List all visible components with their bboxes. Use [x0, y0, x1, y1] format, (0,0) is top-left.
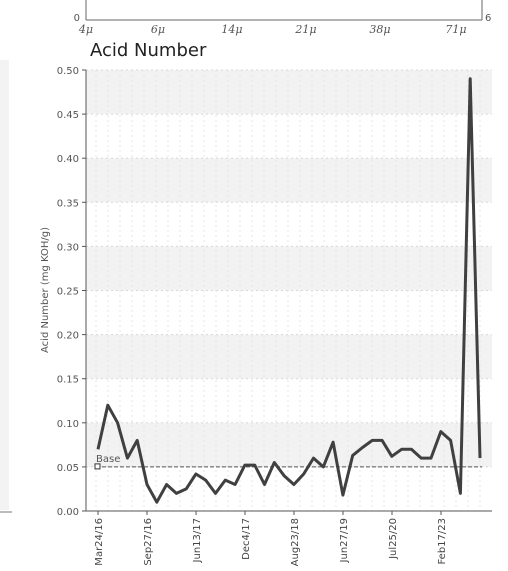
y-tick-label: 0.40: [57, 154, 79, 165]
chart-title: Acid Number: [90, 40, 207, 61]
y-tick-label: 0.30: [57, 242, 79, 253]
x-tick-label: Feb17/23: [437, 518, 448, 565]
background-bands: [86, 70, 492, 467]
y-tick-label: 0.25: [57, 287, 79, 298]
x-tick-label: Sep27/16: [143, 518, 154, 566]
y-tick-label: 0.05: [57, 463, 79, 474]
grid-lines: [86, 69, 492, 512]
x-tick-label: Aug23/18: [290, 518, 301, 566]
y-tick-label: 0.00: [57, 507, 79, 518]
background-band: [86, 158, 492, 203]
top-strip: 0 6 4μ 6μ 14μ 21μ 38μ 71μ: [74, 0, 491, 36]
y-tick-label: 0.15: [57, 375, 79, 386]
top-strip-tick: 38μ: [369, 23, 390, 36]
x-axis-ticks: Mar24/16 Sep27/16 Jun13/17 Dec4/17 Aug23/18 J…: [94, 511, 448, 566]
top-strip-tick: 21μ: [294, 23, 316, 36]
top-strip-right-value: 6: [485, 13, 491, 24]
background-band: [86, 70, 492, 115]
baseline-marker: [94, 463, 101, 470]
baseline-label: Base: [96, 454, 120, 465]
x-tick-label: Dec4/17: [241, 518, 252, 560]
baseline: Base: [94, 454, 482, 470]
y-tick-label: 0.35: [57, 198, 79, 209]
top-strip-tick: 71μ: [445, 23, 466, 36]
x-tick-label: Jul25/20: [388, 518, 399, 560]
y-axis-ticks: 0.00 0.05 0.10 0.15 0.20 0.25 0.30 0.35 0.40 0.45…: [57, 66, 86, 518]
series-line-acid-number: [96, 77, 482, 504]
y-tick-label: 0.50: [57, 66, 79, 77]
y-tick-label: 0.10: [57, 419, 79, 430]
top-strip-tick: 14μ: [221, 23, 242, 36]
background-band: [86, 246, 492, 291]
x-tick-label: Jun13/17: [192, 518, 203, 563]
background-band: [86, 334, 492, 379]
x-tick-label: Jun27/19: [339, 518, 350, 563]
y-tick-label: 0.45: [57, 110, 79, 121]
left-panel-edge: [0, 60, 9, 510]
y-tick-label: 0.20: [57, 331, 79, 342]
background-band: [86, 422, 492, 467]
top-strip-left-value: 0: [74, 13, 80, 24]
top-strip-tick: 6μ: [151, 23, 165, 36]
y-axis-label: Acid Number (mg KOH/g): [40, 227, 51, 353]
top-strip-tick: 4μ: [78, 23, 93, 36]
x-tick-label: Mar24/16: [94, 518, 105, 566]
